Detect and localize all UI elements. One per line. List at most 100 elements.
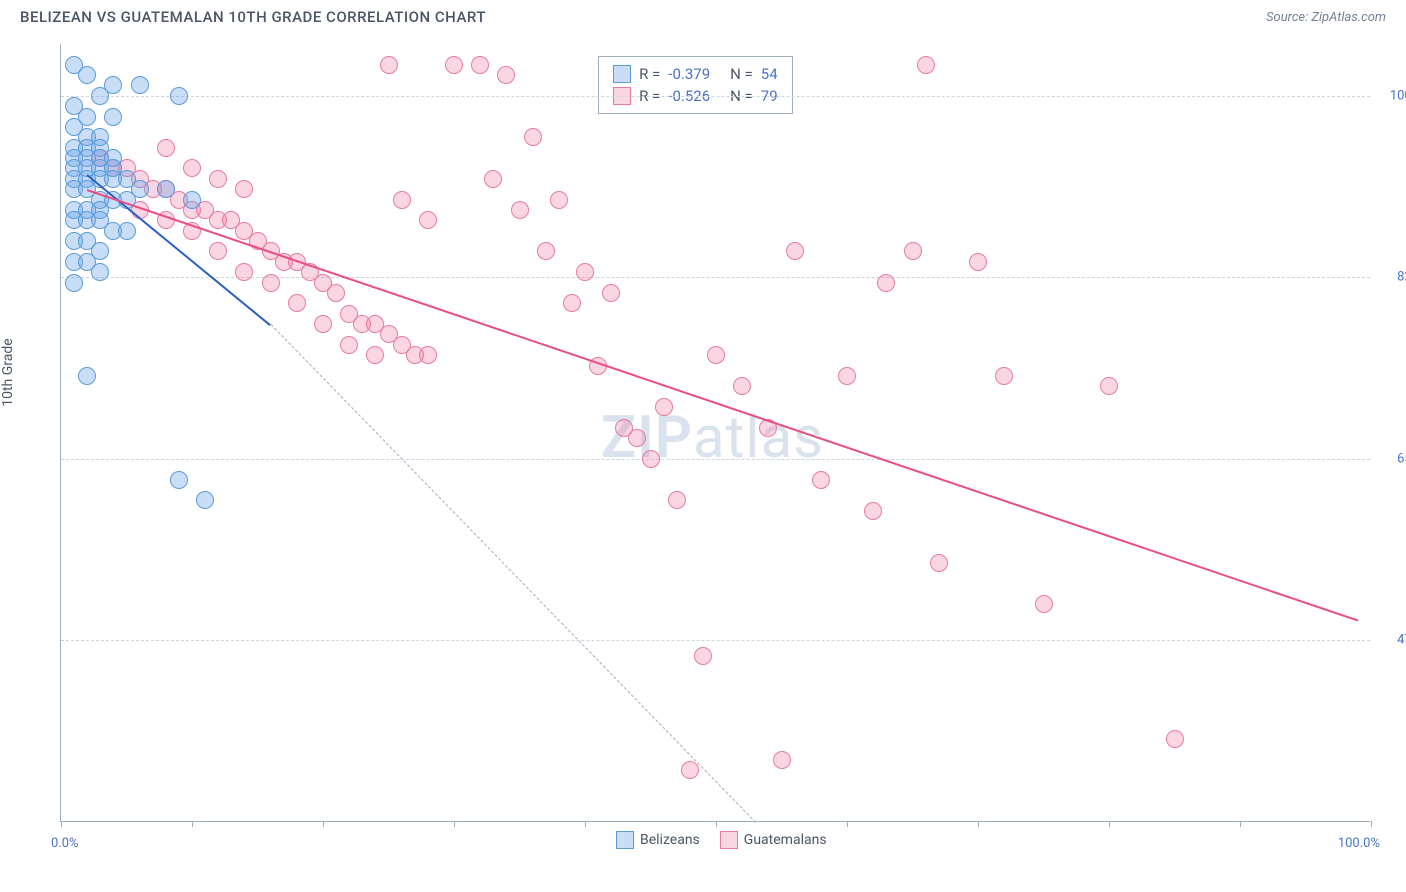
scatter-point-guatemalans [419,346,437,364]
scatter-point-guatemalans [864,502,882,520]
scatter-point-guatemalans [904,242,922,260]
correlation-stats-box: R = -0.379N = 54R = -0.526N = 79 [598,56,793,114]
x-tick [716,821,717,827]
x-tick [323,821,324,827]
gridline-h [61,640,1370,641]
scatter-point-guatemalans [366,346,384,364]
scatter-plot-area: ZIPatlas R = -0.379N = 54R = -0.526N = 7… [60,44,1370,822]
scatter-point-guatemalans [681,761,699,779]
x-tick [61,821,62,827]
chart-container: 10th Grade ZIPatlas R = -0.379N = 54R = … [20,44,1386,822]
legend-swatch [720,831,738,849]
gridline-h [61,96,1370,97]
x-tick [454,821,455,827]
y-tick-label: 100.0% [1390,88,1406,103]
trend-extrapolation-line [270,324,755,823]
scatter-point-guatemalans [262,274,280,292]
scatter-point-guatemalans [655,398,673,416]
y-tick-label: 65.0% [1397,451,1406,466]
x-tick [847,821,848,827]
scatter-point-guatemalans [419,211,437,229]
y-tick-label: 47.5% [1397,633,1406,648]
scatter-point-guatemalans [930,554,948,572]
x-axis-min-label: 0.0% [51,836,79,851]
scatter-point-guatemalans [445,56,463,74]
scatter-point-guatemalans [995,367,1013,385]
scatter-point-guatemalans [733,377,751,395]
x-tick [978,821,979,827]
scatter-point-guatemalans [707,346,725,364]
scatter-point-guatemalans [471,56,489,74]
scatter-point-guatemalans [380,56,398,74]
scatter-point-guatemalans [563,294,581,312]
x-axis-max-label: 100.0% [1338,836,1380,851]
chart-title: BELIZEAN VS GUATEMALAN 10TH GRADE CORREL… [20,8,486,26]
x-tick [585,821,586,827]
scatter-point-guatemalans [288,294,306,312]
scatter-point-belizeans [91,263,109,281]
scatter-point-guatemalans [917,56,935,74]
scatter-point-guatemalans [157,139,175,157]
scatter-point-belizeans [157,180,175,198]
legend-item-guatemalans: Guatemalans [720,831,827,849]
scatter-point-guatemalans [235,263,253,281]
scatter-point-guatemalans [812,471,830,489]
scatter-point-belizeans [170,87,188,105]
scatter-point-guatemalans [314,315,332,333]
y-tick-label: 82.5% [1397,270,1406,285]
scatter-point-belizeans [91,87,109,105]
scatter-point-guatemalans [838,367,856,385]
scatter-point-belizeans [131,76,149,94]
gridline-h [61,459,1370,460]
x-tick [192,821,193,827]
scatter-point-guatemalans [497,66,515,84]
legend-swatch [616,831,634,849]
scatter-point-guatemalans [327,284,345,302]
x-tick [1371,821,1372,827]
scatter-point-guatemalans [524,128,542,146]
source-attribution: Source: ZipAtlas.com [1266,10,1386,25]
scatter-point-guatemalans [1100,377,1118,395]
scatter-point-guatemalans [694,647,712,665]
legend-label: Guatemalans [744,832,827,848]
scatter-point-guatemalans [209,170,227,188]
scatter-point-belizeans [78,66,96,84]
scatter-point-guatemalans [628,429,646,447]
scatter-point-guatemalans [668,491,686,509]
scatter-point-guatemalans [537,242,555,260]
y-axis-label: 10th Grade [0,338,16,406]
scatter-point-guatemalans [877,274,895,292]
scatter-point-belizeans [196,491,214,509]
scatter-point-guatemalans [235,180,253,198]
scatter-point-guatemalans [183,159,201,177]
legend-item-belizeans: Belizeans [616,831,700,849]
legend: Belizeans Guatemalans [616,831,827,849]
scatter-point-guatemalans [1166,730,1184,748]
scatter-point-guatemalans [786,242,804,260]
stat-n-label: N = [730,65,753,83]
x-tick [1109,821,1110,827]
stat-r-value: -0.379 [668,65,710,83]
scatter-point-guatemalans [1035,595,1053,613]
scatter-point-belizeans [170,471,188,489]
scatter-point-guatemalans [393,191,411,209]
scatter-point-guatemalans [484,170,502,188]
scatter-point-guatemalans [340,336,358,354]
trend-line [87,189,1358,621]
scatter-point-guatemalans [511,201,529,219]
scatter-point-guatemalans [969,253,987,271]
scatter-point-guatemalans [773,751,791,769]
scatter-point-guatemalans [642,450,660,468]
scatter-point-guatemalans [209,242,227,260]
stat-n-value: 54 [761,65,778,83]
scatter-point-belizeans [183,191,201,209]
x-tick [1240,821,1241,827]
legend-swatch [613,65,631,83]
stat-r-label: R = [639,65,660,83]
scatter-point-guatemalans [602,284,620,302]
scatter-point-guatemalans [576,263,594,281]
legend-label: Belizeans [640,832,700,848]
scatter-point-guatemalans [550,191,568,209]
scatter-point-belizeans [118,222,136,240]
stats-row: R = -0.379 N = 54 [613,63,778,85]
